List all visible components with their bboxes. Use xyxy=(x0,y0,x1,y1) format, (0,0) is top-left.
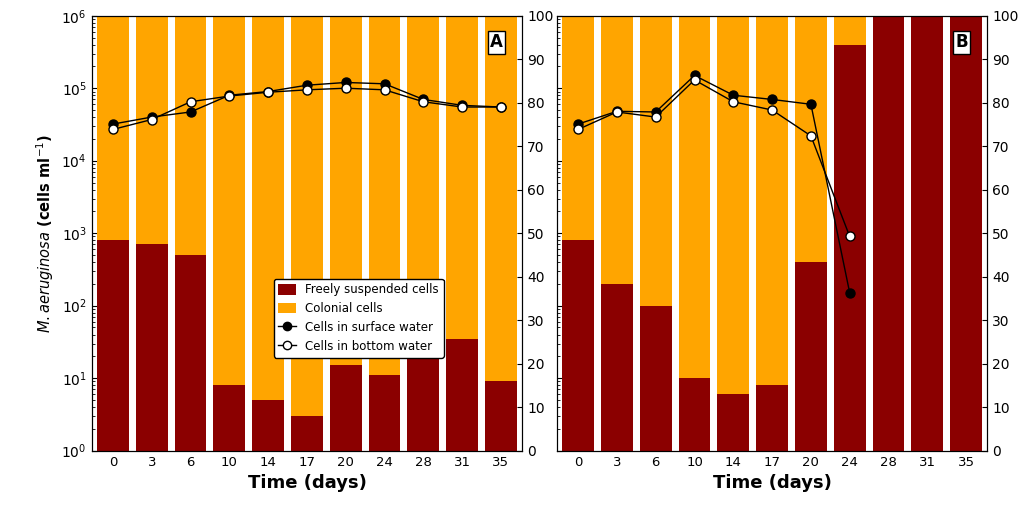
Bar xyxy=(795,16,827,262)
Bar xyxy=(679,378,711,451)
Bar xyxy=(446,339,478,451)
Bar xyxy=(330,16,361,365)
Bar xyxy=(639,16,672,305)
Bar xyxy=(252,400,284,451)
Bar xyxy=(291,16,323,416)
Bar xyxy=(369,375,400,451)
Bar xyxy=(175,16,207,255)
Bar xyxy=(214,16,245,385)
Bar xyxy=(135,244,168,451)
Bar xyxy=(407,350,440,451)
X-axis label: Time (days): Time (days) xyxy=(247,474,366,492)
Bar xyxy=(795,262,827,451)
Bar xyxy=(485,381,517,451)
Bar xyxy=(601,284,633,451)
Bar xyxy=(562,16,595,240)
Bar xyxy=(834,16,865,45)
Bar xyxy=(639,305,672,451)
Y-axis label: $\it{M. aeruginosa}$ (cells ml$^{-1}$): $\it{M. aeruginosa}$ (cells ml$^{-1}$) xyxy=(35,134,56,333)
Text: B: B xyxy=(955,33,968,51)
Bar xyxy=(756,385,788,451)
Bar xyxy=(601,16,633,284)
Bar xyxy=(252,16,284,400)
Bar xyxy=(214,385,245,451)
Bar xyxy=(135,16,168,244)
Bar xyxy=(911,16,944,451)
Bar xyxy=(872,16,904,451)
Bar xyxy=(718,16,749,394)
Bar xyxy=(485,16,517,381)
Text: A: A xyxy=(490,33,503,51)
Bar xyxy=(97,240,129,451)
Bar xyxy=(756,16,788,385)
Bar xyxy=(679,16,711,378)
Bar xyxy=(97,16,129,240)
Bar xyxy=(718,394,749,451)
Bar xyxy=(950,16,982,451)
Bar xyxy=(175,255,207,451)
Bar xyxy=(446,16,478,339)
Bar xyxy=(562,240,595,451)
Bar xyxy=(834,45,865,451)
X-axis label: Time (days): Time (days) xyxy=(713,474,832,492)
Bar xyxy=(369,16,400,375)
Legend: Freely suspended cells, Colonial cells, Cells in surface water, Cells in bottom : Freely suspended cells, Colonial cells, … xyxy=(274,279,444,358)
Bar xyxy=(407,16,440,350)
Bar xyxy=(291,416,323,451)
Bar xyxy=(330,365,361,451)
